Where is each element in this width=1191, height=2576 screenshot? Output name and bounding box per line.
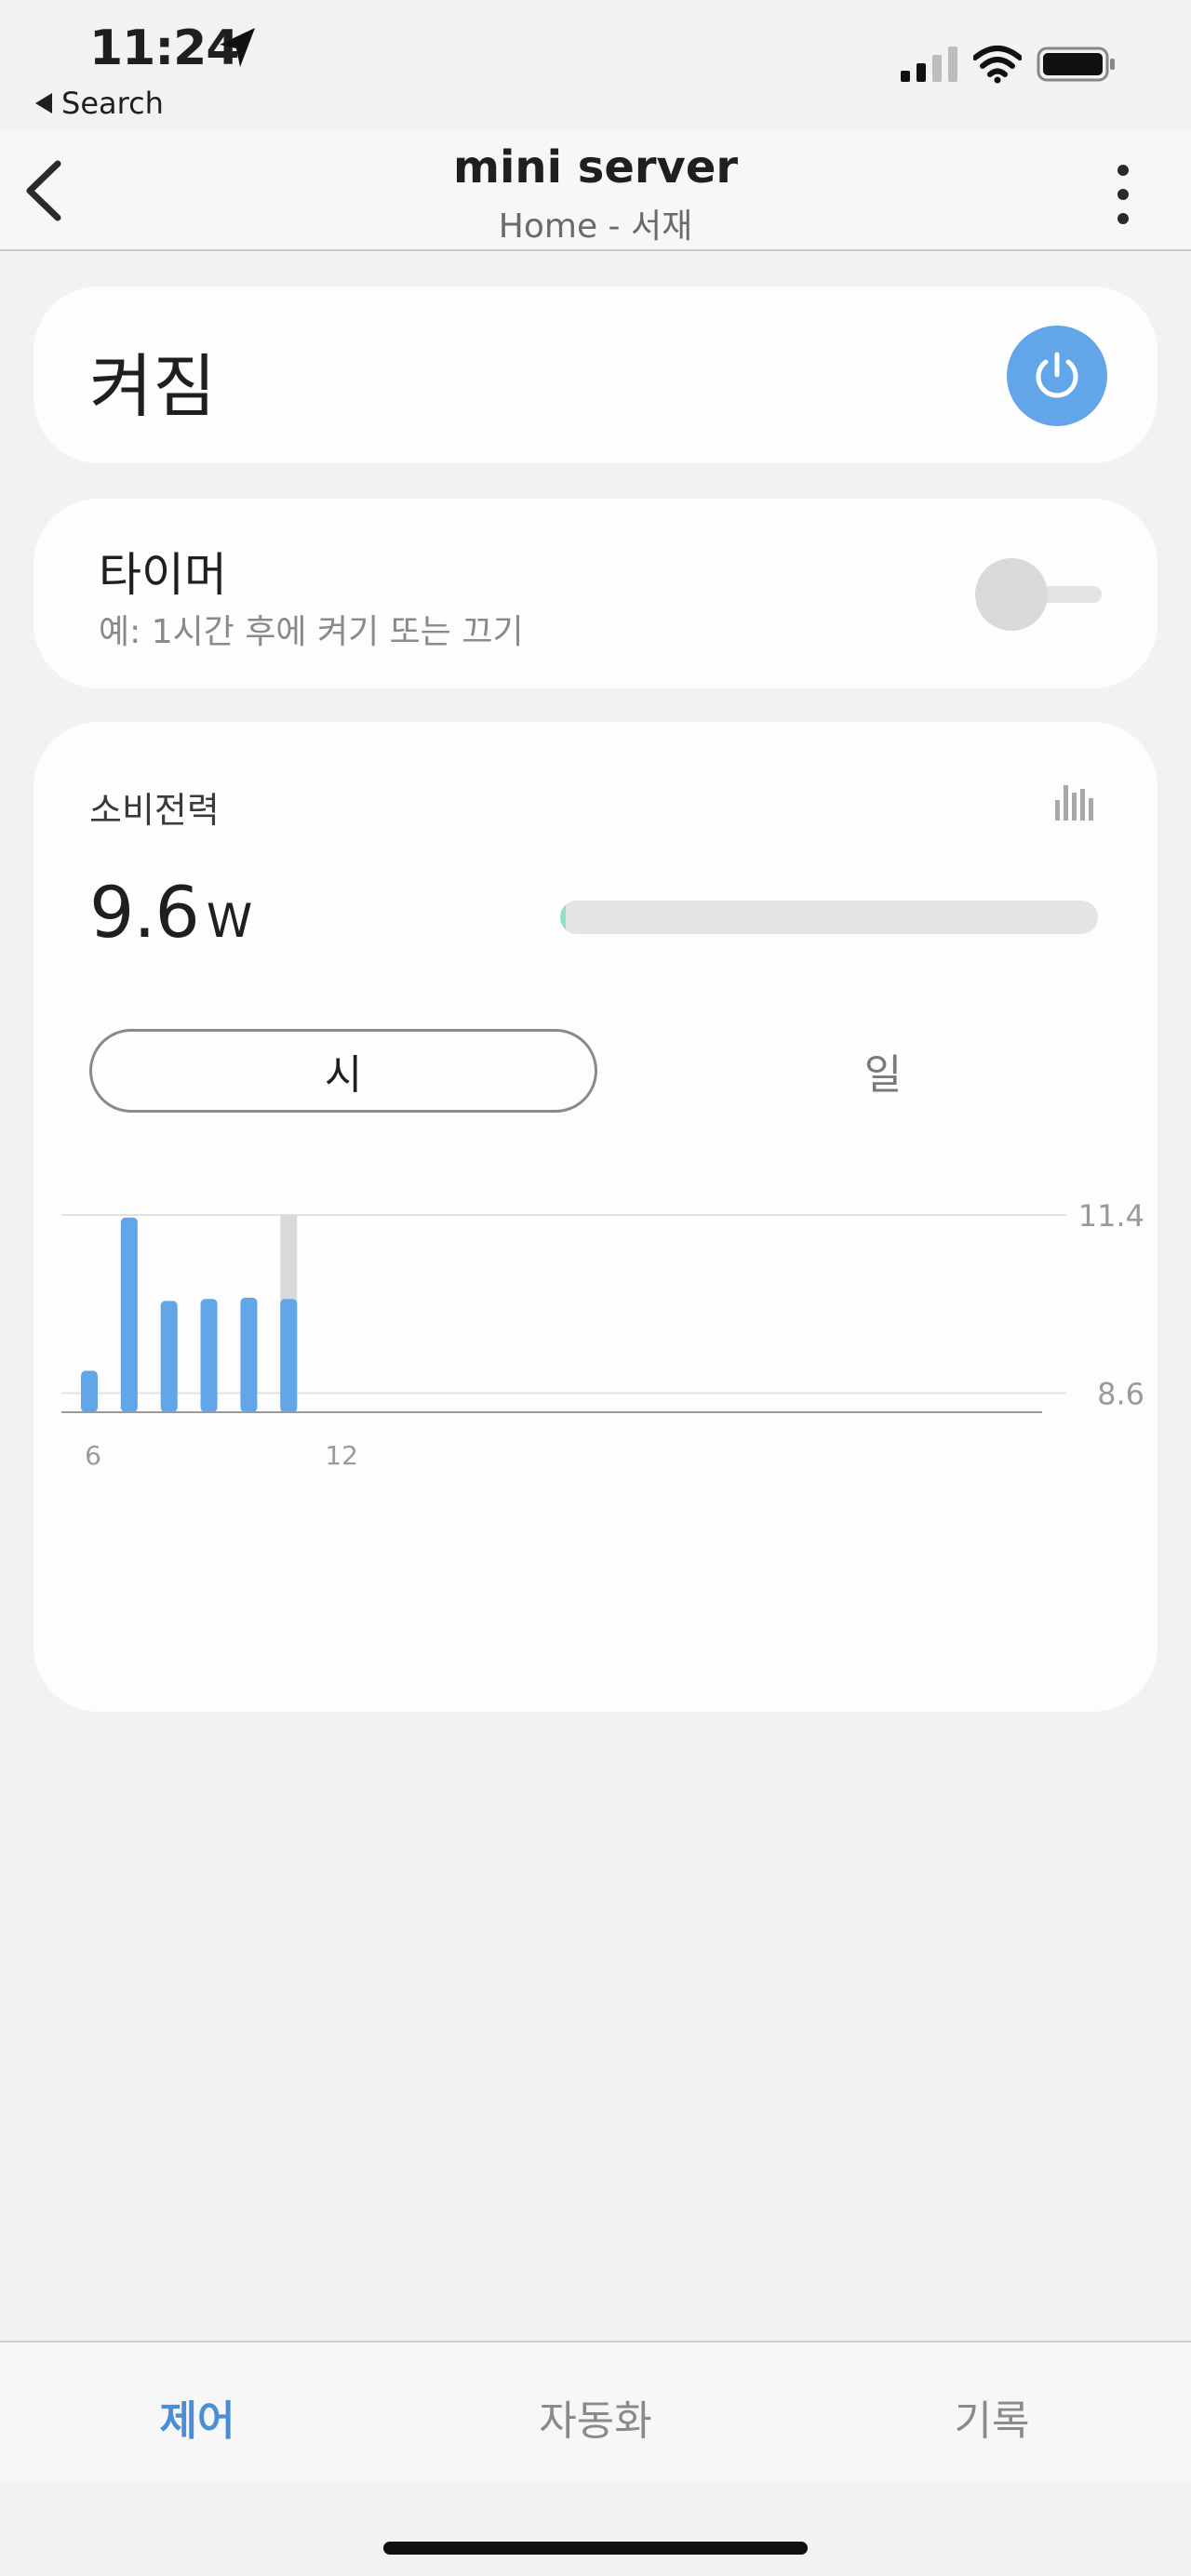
y-tick-label: 11.4 bbox=[1078, 1198, 1144, 1234]
bar-chart-icon[interactable] bbox=[1053, 780, 1094, 822]
nav-tab-control[interactable]: 제어 bbox=[159, 2397, 235, 2445]
tab-hour[interactable]: 시 bbox=[89, 1029, 597, 1113]
power-consumption-card: 소비전력 9.6 W 시 일 11.4 8.6 6 12 bbox=[33, 722, 1158, 1712]
power-value-number: 9.6 bbox=[89, 871, 200, 954]
page-subtitle: Home - 서재 bbox=[498, 207, 693, 246]
bar bbox=[240, 1297, 258, 1412]
back-arrow-icon[interactable] bbox=[20, 158, 76, 223]
power-state-label: 켜짐 bbox=[89, 347, 217, 427]
status-bar: 11:24 Search bbox=[0, 0, 1191, 130]
toggle-knob bbox=[975, 558, 1048, 631]
y-tick-label: 8.6 bbox=[1097, 1376, 1144, 1411]
nav-tab-history[interactable]: 기록 bbox=[954, 2397, 1030, 2445]
power-button[interactable] bbox=[1007, 326, 1107, 426]
power-card: 켜짐 bbox=[33, 287, 1158, 463]
back-app-label: Search bbox=[61, 86, 164, 121]
power-value-unit: W bbox=[206, 894, 252, 948]
power-level-fill bbox=[560, 901, 566, 934]
hourly-power-chart: 11.4 8.6 6 12 bbox=[61, 1198, 1144, 1466]
battery-icon bbox=[1037, 47, 1115, 82]
home-indicator bbox=[383, 2542, 808, 2555]
x-tick-label: 12 bbox=[325, 1440, 358, 1466]
timer-title: 타이머 bbox=[99, 548, 227, 602]
bar bbox=[280, 1299, 298, 1412]
bar bbox=[120, 1217, 138, 1412]
tab-day[interactable]: 일 bbox=[863, 1051, 903, 1099]
bar bbox=[81, 1370, 98, 1412]
back-triangle-icon bbox=[35, 93, 52, 113]
bar bbox=[200, 1299, 218, 1412]
status-time: 11:24 bbox=[89, 20, 240, 76]
power-icon bbox=[1036, 352, 1078, 398]
timer-description: 예: 1시간 후에 켜기 또는 끄기 bbox=[99, 613, 524, 651]
bar bbox=[160, 1301, 178, 1412]
cellular-signal-icon bbox=[901, 47, 957, 82]
back-to-app-link[interactable]: Search bbox=[35, 86, 164, 121]
timer-toggle[interactable] bbox=[975, 556, 1102, 631]
more-options-icon[interactable] bbox=[1109, 162, 1137, 227]
x-tick-label: 6 bbox=[85, 1440, 101, 1466]
top-app-bar: mini server Home - 서재 bbox=[0, 130, 1191, 251]
current-power-value: 9.6 W bbox=[89, 871, 252, 954]
timer-card[interactable]: 타이머 예: 1시간 후에 켜기 또는 끄기 bbox=[33, 499, 1158, 688]
bottom-navigation: 제어 자동화 기록 bbox=[0, 2341, 1191, 2482]
power-consumption-title: 소비전력 bbox=[89, 790, 220, 831]
nav-tab-automation[interactable]: 자동화 bbox=[539, 2397, 652, 2445]
power-level-bar bbox=[560, 901, 1098, 934]
wifi-icon bbox=[973, 46, 1022, 84]
location-arrow-icon bbox=[220, 28, 255, 67]
page-title: mini server bbox=[452, 141, 739, 194]
